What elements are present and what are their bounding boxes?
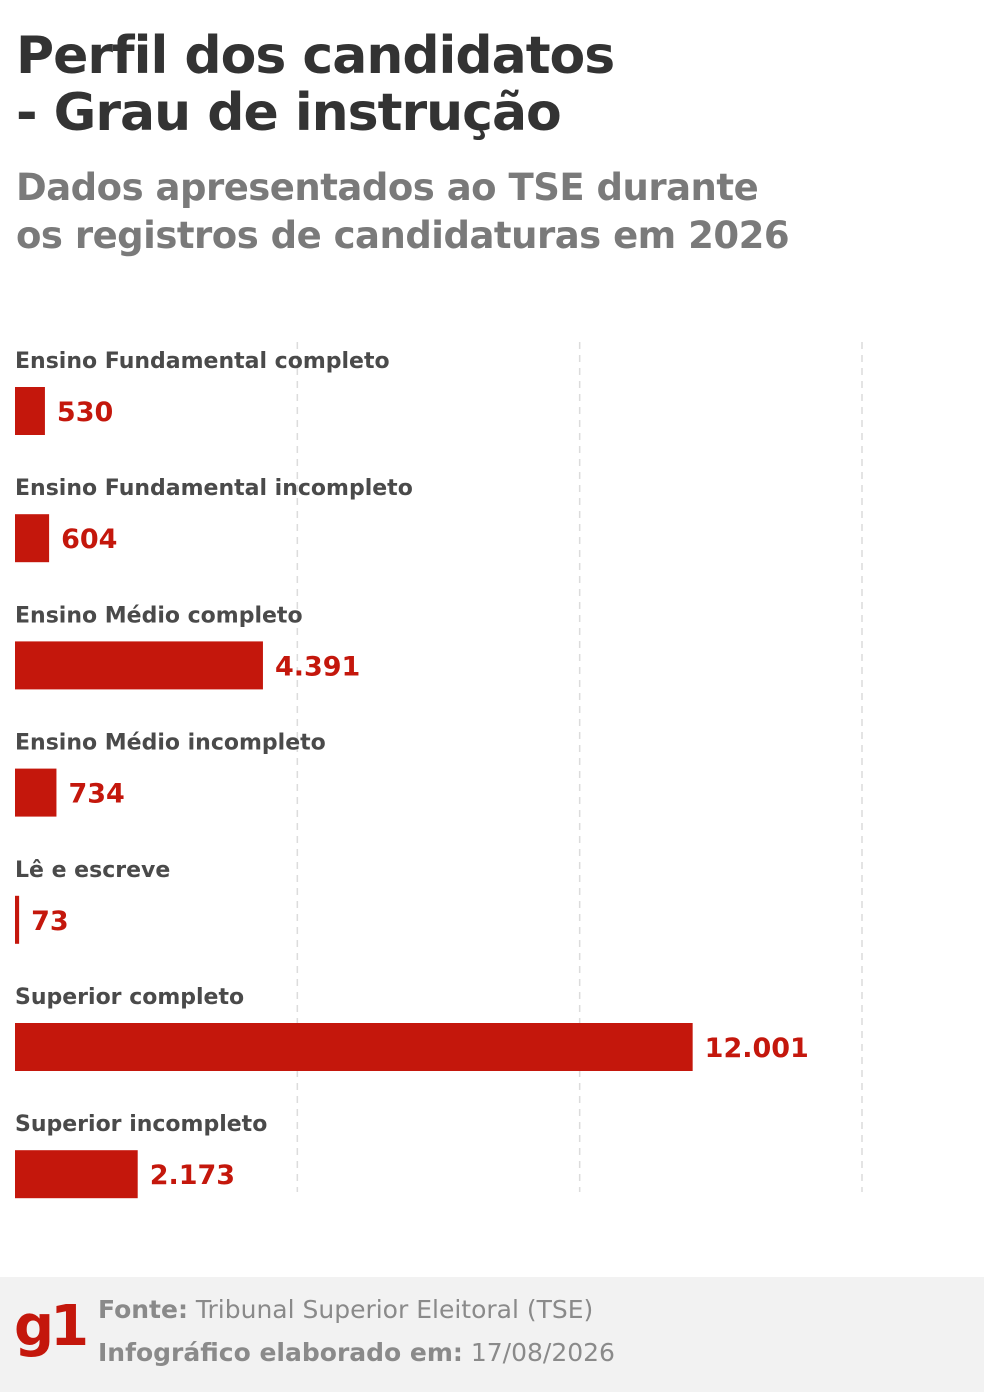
category-label: Superior completo: [15, 985, 244, 1010]
title-line-1: Perfil dos candidatos: [16, 26, 615, 86]
category-label: Ensino Fundamental completo: [15, 349, 390, 374]
title-line-2: - Grau de instrução: [16, 83, 562, 143]
bar: [15, 387, 45, 435]
category-label: Ensino Fundamental incompleto: [15, 476, 413, 501]
category-label: Lê e escreve: [15, 858, 170, 883]
value-label: 734: [68, 779, 124, 810]
date-label: Infográfico elaborado em:: [98, 1338, 463, 1367]
bar: [15, 768, 57, 817]
bar: [15, 1150, 138, 1199]
chart-subtitle: Dados apresentados ao TSE durante os reg…: [16, 164, 956, 260]
category-label: Ensino Médio completo: [15, 603, 303, 628]
bar: [15, 514, 50, 563]
chart-title: Perfil dos candidatos - Grau de instruçã…: [16, 28, 956, 142]
date-line: Infográfico elaborado em: 17/08/2026: [98, 1338, 615, 1367]
category-label: Ensino Médio incompleto: [15, 731, 326, 756]
value-label: 2.173: [150, 1160, 235, 1191]
bar: [15, 1023, 693, 1071]
source-label: Fonte:: [98, 1295, 188, 1324]
subtitle-line-2: os registros de candidaturas em 2026: [16, 214, 790, 257]
date-value: 17/08/2026: [470, 1338, 615, 1367]
category-label: Superior incompleto: [15, 1112, 267, 1137]
value-label: 12.001: [705, 1033, 809, 1064]
value-label: 73: [31, 906, 69, 937]
bar: [15, 895, 20, 944]
g1-logo: g1: [14, 1294, 89, 1359]
bar-chart: Ensino Fundamental completo 530 Ensino Fun…: [15, 342, 863, 1199]
source-value: Tribunal Superior Eleitoral (TSE): [195, 1295, 594, 1324]
source-line: Fonte: Tribunal Superior Eleitoral (TSE): [98, 1295, 593, 1324]
value-label: 530: [57, 397, 113, 428]
footer: g1 Fonte: Tribunal Superior Eleitoral (T…: [0, 1277, 984, 1392]
bar: [15, 641, 263, 690]
subtitle-line-1: Dados apresentados ao TSE durante: [16, 166, 759, 209]
value-label: 604: [61, 524, 117, 555]
value-label: 4.391: [275, 651, 360, 682]
